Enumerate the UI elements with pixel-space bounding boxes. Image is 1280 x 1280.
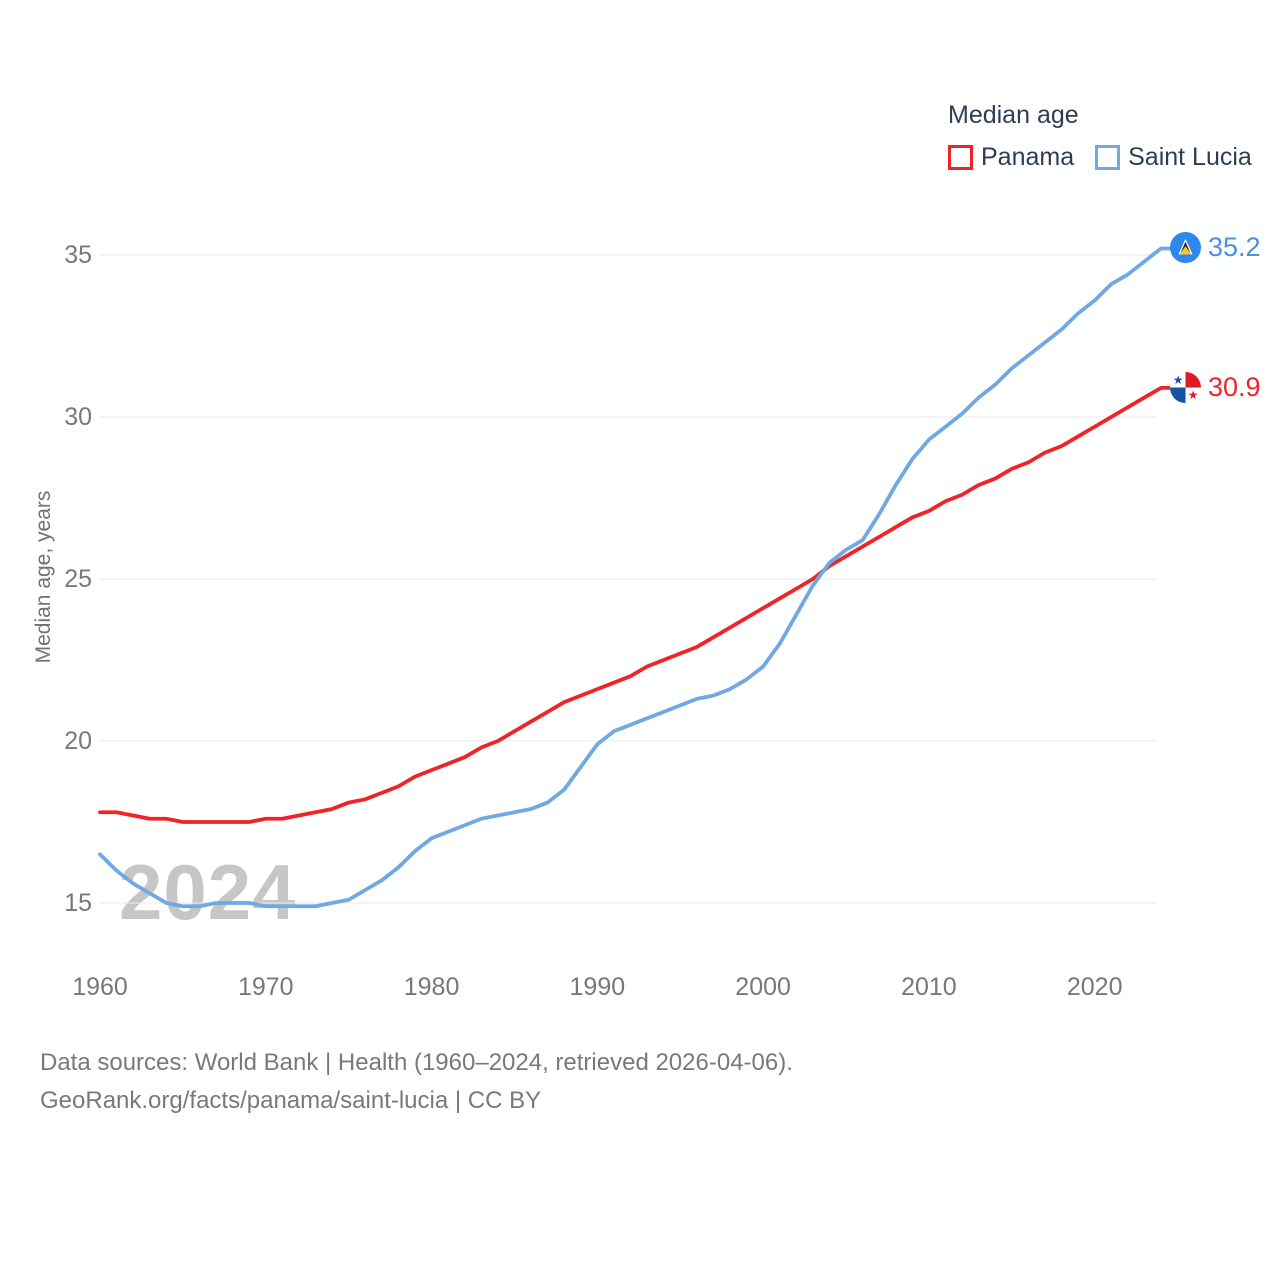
y-tick-20: 20 [64,727,92,755]
x-tick-1970: 1970 [237,973,294,1001]
y-tick-35: 35 [64,241,92,269]
x-tick-2020: 2020 [1066,973,1123,1001]
line-saint-lucia [98,246,1174,909]
legend-item-panama[interactable]: Panama [948,143,1074,172]
gridlines [100,254,1156,904]
panama-flag-icon: ★ ★ [1170,372,1201,403]
x-tick-1990: 1990 [569,973,626,1001]
line-panama [98,385,1174,824]
legend-title: Median age [948,101,1079,129]
footer-data-sources: Data sources: World Bank | Health (1960–… [40,1049,793,1076]
svg-text:★: ★ [1188,388,1199,402]
end-label-saint-lucia: 35.2 [1170,232,1261,263]
end-value-saint-lucia: 35.2 [1208,232,1261,262]
y-tick-15: 15 [64,889,92,917]
svg-text:★: ★ [1173,373,1184,387]
saint-lucia-flag-icon [1170,232,1201,263]
end-label-panama: ★ ★ 30.9 [1170,372,1261,403]
footer: Data sources: World Bank | Health (1960–… [40,1044,793,1120]
legend-item-label-saint-lucia: Saint Lucia [1128,143,1252,171]
y-axis-title: Median age, years [32,490,55,664]
y-tick-25: 25 [64,565,92,593]
legend: Median age Panama Saint Lucia [948,101,1252,172]
x-tick-1980: 1980 [403,973,460,1001]
legend-items: Panama Saint Lucia [948,143,1252,172]
legend-item-label-panama: Panama [981,143,1075,171]
x-tick-2010: 2010 [901,973,957,1001]
panama-swatch-icon [948,145,973,170]
legend-item-saint-lucia[interactable]: Saint Lucia [1095,143,1252,172]
end-value-panama: 30.9 [1208,372,1261,402]
series-lines [98,246,1174,909]
y-tick-30: 30 [64,403,92,431]
footer-attribution: GeoRank.org/facts/panama/saint-lucia | C… [40,1087,542,1114]
x-tick-2000: 2000 [735,973,791,1001]
x-tick-1960: 1960 [72,973,128,1001]
saint-lucia-swatch-icon [1095,145,1121,170]
